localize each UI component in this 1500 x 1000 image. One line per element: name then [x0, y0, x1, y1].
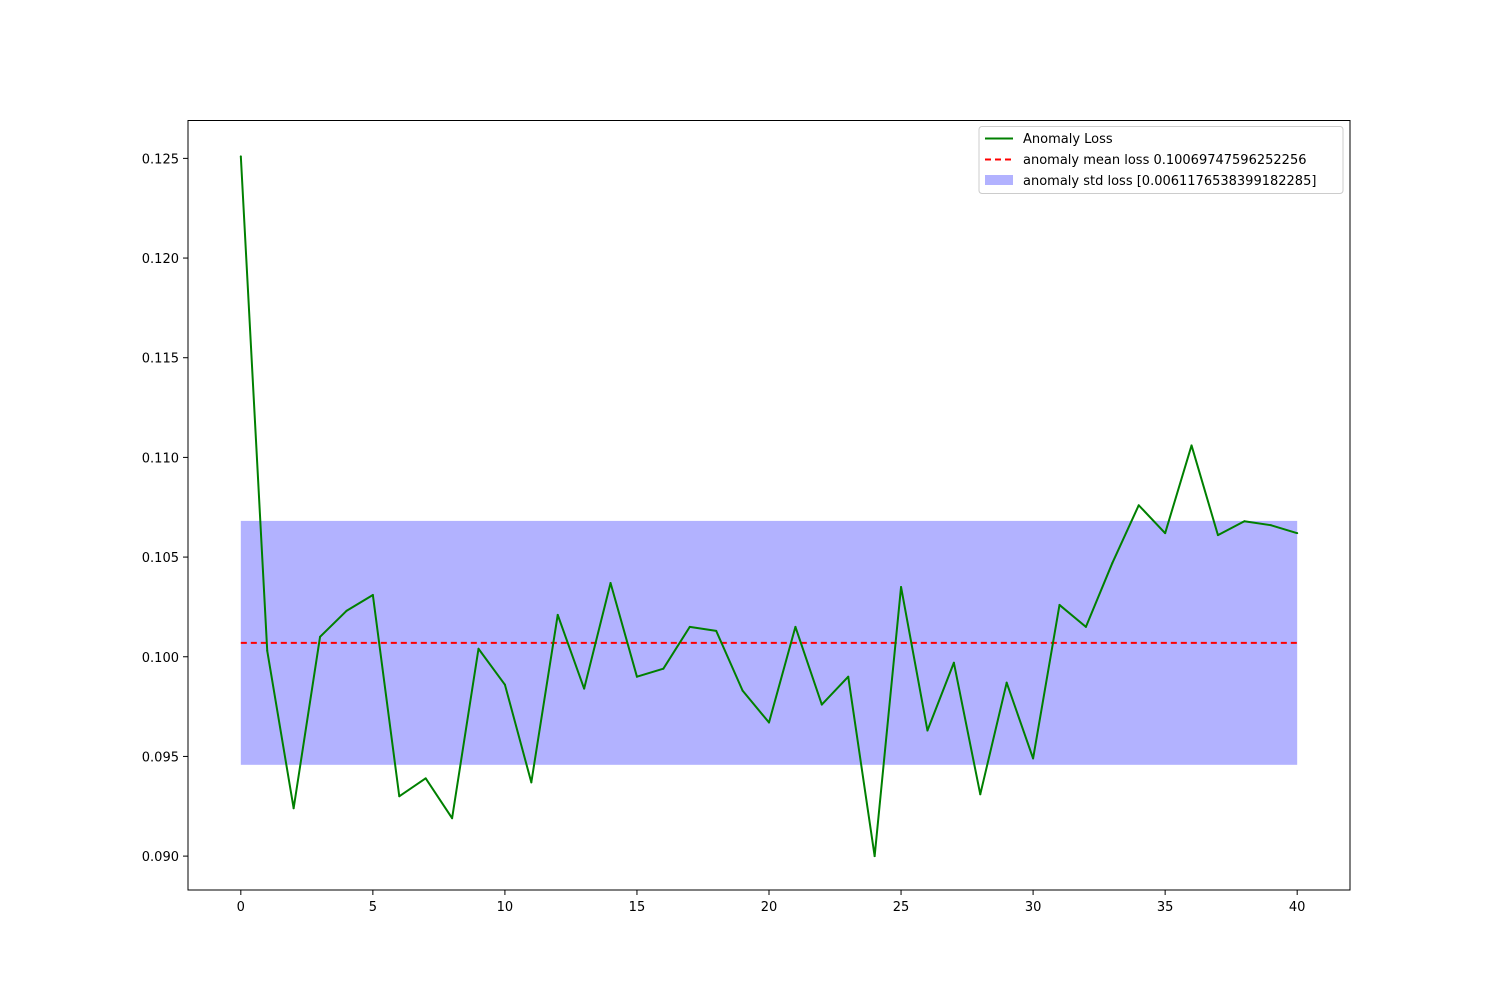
anomaly-loss-point — [609, 581, 612, 584]
anomaly-loss-point — [1216, 534, 1219, 537]
legend-label-mean-loss: anomaly mean loss 0.10069747596252256 — [1023, 153, 1306, 168]
x-tick-label: 5 — [369, 900, 377, 915]
y-tick-label: 0.115 — [142, 352, 179, 367]
anomaly-loss-point — [1084, 625, 1087, 628]
y-tick-label: 0.105 — [142, 551, 179, 566]
y-tick-label: 0.110 — [142, 451, 179, 466]
y-tick-label: 0.120 — [142, 252, 179, 267]
anomaly-loss-point — [1243, 520, 1246, 523]
anomaly-loss-point — [477, 647, 480, 650]
anomaly-loss-point — [1269, 524, 1272, 527]
anomaly-loss-point — [952, 661, 955, 664]
anomaly-loss-point — [635, 675, 638, 678]
anomaly-loss-point — [715, 629, 718, 632]
anomaly-loss-point — [1296, 532, 1299, 535]
anomaly-loss-point — [688, 625, 691, 628]
anomaly-loss-point — [847, 675, 850, 678]
x-tick-label: 25 — [893, 900, 910, 915]
anomaly-loss-point — [556, 613, 559, 616]
anomaly-loss-point — [239, 155, 242, 158]
legend-label-anomaly-loss: Anomaly Loss — [1023, 132, 1113, 147]
anomaly-loss-point — [292, 807, 295, 810]
anomaly-loss-point — [662, 667, 665, 670]
legend: Anomaly Loss anomaly mean loss 0.1006974… — [978, 126, 1344, 194]
anomaly-loss-point — [1190, 444, 1193, 447]
anomaly-loss-point — [266, 649, 269, 652]
y-tick-label: 0.125 — [142, 152, 179, 167]
legend-band-swatch — [985, 175, 1013, 185]
x-tick-label: 40 — [1289, 900, 1306, 915]
anomaly-loss-point — [398, 795, 401, 798]
std-band — [240, 520, 1298, 765]
x-tick-label: 10 — [497, 900, 514, 915]
anomaly-loss-point — [371, 593, 374, 596]
anomaly-loss-point — [820, 703, 823, 706]
x-tick-label: 20 — [761, 900, 778, 915]
anomaly-loss-point — [319, 635, 322, 638]
anomaly-loss-point — [503, 683, 506, 686]
y-axis: 0.090 0.095 0.100 0.105 0.110 0.115 0.120 0.125 — [142, 152, 188, 865]
x-tick-label: 30 — [1025, 900, 1042, 915]
y-tick-label: 0.100 — [142, 651, 179, 666]
legend-box — [978, 126, 1344, 194]
anomaly-loss-point — [345, 609, 348, 612]
anomaly-loss-point — [530, 781, 533, 784]
legend-label-std-loss: anomaly std loss [0.0061176538399182285] — [1023, 174, 1316, 189]
x-axis: 0 5 10 15 20 25 30 35 40 — [237, 890, 1306, 915]
anomaly-loss-point — [926, 729, 929, 732]
anomaly-loss-point — [1032, 757, 1035, 760]
anomaly-loss-point — [1058, 603, 1061, 606]
anomaly-loss-point — [979, 793, 982, 796]
anomaly-loss-point — [583, 687, 586, 690]
x-tick-label: 0 — [237, 900, 245, 915]
anomaly-loss-point — [794, 625, 797, 628]
y-tick-label: 0.090 — [142, 850, 179, 865]
std-band-layer — [240, 520, 1298, 765]
anomaly-loss-point — [1005, 681, 1008, 684]
anomaly-loss-point — [424, 777, 427, 780]
anomaly-loss-point — [900, 585, 903, 588]
anomaly-loss-point — [873, 855, 876, 858]
x-tick-label: 35 — [1157, 900, 1174, 915]
loss-line-layer — [239, 155, 1299, 858]
y-tick-label: 0.095 — [142, 750, 179, 765]
x-tick-label: 15 — [629, 900, 646, 915]
anomaly-loss-point — [1137, 504, 1140, 507]
anomaly-loss-point — [1164, 532, 1167, 535]
anomaly-loss-point — [451, 817, 454, 820]
anomaly-loss-point — [741, 689, 744, 692]
anomaly-loss-point — [768, 721, 770, 724]
anomaly-loss-point — [1111, 562, 1114, 565]
